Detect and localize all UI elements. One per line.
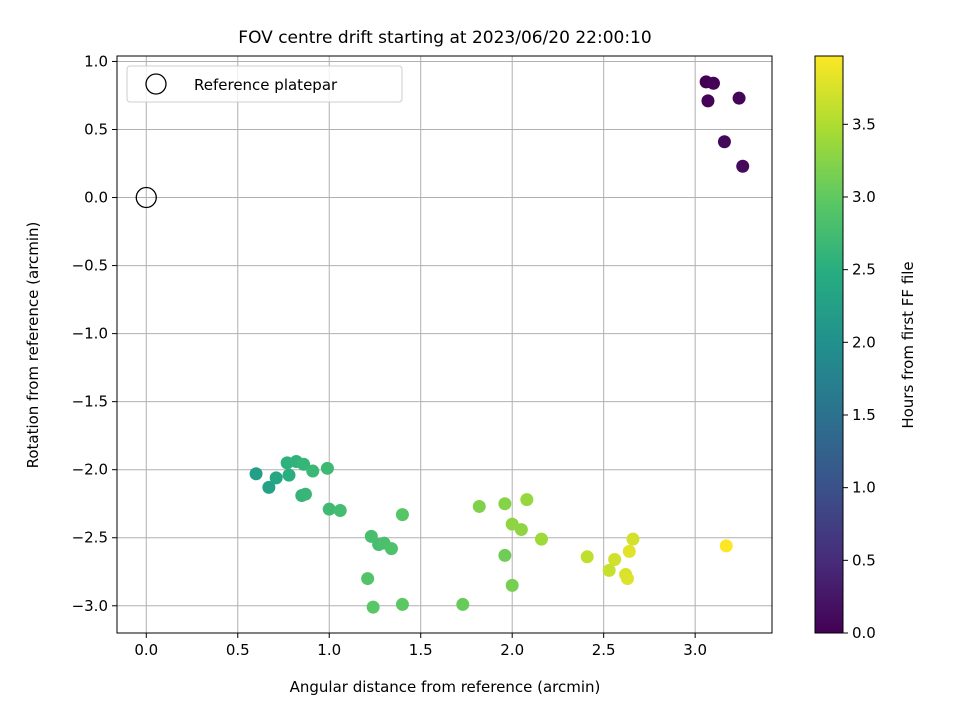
x-axis-label: Angular distance from reference (arcmin) xyxy=(290,678,601,696)
legend-reference-label: Reference platepar xyxy=(194,76,338,94)
data-point xyxy=(736,159,750,173)
chart-title: FOV centre drift starting at 2023/06/20 … xyxy=(238,28,651,48)
data-point xyxy=(395,597,409,611)
data-point xyxy=(706,76,720,90)
y-tick-label: 1.0 xyxy=(84,52,108,70)
data-point xyxy=(306,464,320,478)
colorbar-tick-label: 3.0 xyxy=(852,188,876,206)
data-point xyxy=(626,532,640,546)
data-point xyxy=(534,532,548,546)
colorbar-ticks: 0.0 0.5 1.0 1.5 2.0 2.5 3.0 3.5 xyxy=(843,115,876,642)
data-point xyxy=(622,544,636,558)
y-tick-label: −2.0 xyxy=(72,461,108,479)
colorbar-tick-label: 2.5 xyxy=(852,261,876,279)
data-point xyxy=(249,467,263,481)
data-point xyxy=(366,600,380,614)
data-point xyxy=(514,523,528,537)
x-tick-label: 2.0 xyxy=(500,641,524,659)
data-point xyxy=(472,499,486,513)
y-tick-label: −1.0 xyxy=(72,325,108,343)
data-point xyxy=(282,468,296,482)
data-point xyxy=(262,480,276,494)
data-point xyxy=(602,563,616,577)
y-tick-label: −3.0 xyxy=(72,597,108,615)
grid-lines xyxy=(117,56,772,633)
x-axis-ticks: 0.0 0.5 1.0 1.5 2.0 2.5 3.0 xyxy=(134,633,707,659)
data-point xyxy=(701,94,715,108)
x-tick-label: 1.5 xyxy=(409,641,433,659)
plot-frame xyxy=(116,55,773,634)
colorbar-tick-label: 0.0 xyxy=(852,624,876,642)
data-point xyxy=(297,457,311,471)
data-point xyxy=(719,539,733,553)
data-point xyxy=(456,597,470,611)
y-tick-label: 0.0 xyxy=(84,189,108,207)
data-point xyxy=(322,502,336,516)
y-tick-label: −0.5 xyxy=(72,257,108,275)
legend: Reference platepar xyxy=(126,65,403,103)
y-axis-label: Rotation from reference (arcmin) xyxy=(24,222,42,469)
data-point xyxy=(384,542,398,556)
y-tick-label: −2.5 xyxy=(72,529,108,547)
data-point xyxy=(732,91,746,105)
colorbar-label: Hours from first FF file xyxy=(899,261,917,428)
data-point xyxy=(520,493,534,507)
x-tick-label: 3.0 xyxy=(683,641,707,659)
colorbar-tick-label: 1.0 xyxy=(852,479,876,497)
colorbar xyxy=(814,55,844,634)
data-point xyxy=(717,135,731,149)
x-tick-label: 2.5 xyxy=(592,641,616,659)
data-point xyxy=(498,548,512,562)
x-tick-label: 0.5 xyxy=(226,641,250,659)
data-point xyxy=(320,461,334,475)
data-point xyxy=(498,497,512,511)
reference-platepar-point xyxy=(135,186,157,209)
data-point xyxy=(505,578,519,592)
data-point xyxy=(361,572,375,586)
y-tick-label: 0.5 xyxy=(84,120,108,138)
colorbar-tick-label: 3.5 xyxy=(852,115,876,133)
colorbar-tick-label: 1.5 xyxy=(852,406,876,424)
data-point xyxy=(269,471,283,485)
data-point xyxy=(298,487,312,501)
y-tick-label: −1.5 xyxy=(72,393,108,411)
data-point xyxy=(620,572,634,586)
data-point xyxy=(580,550,594,564)
data-point xyxy=(333,504,347,518)
x-tick-label: 0.0 xyxy=(134,641,158,659)
legend-reference-marker xyxy=(145,73,167,95)
legend-box xyxy=(126,65,403,103)
y-axis-ticks: 1.0 0.5 0.0 −0.5 −1.0 −1.5 −2.0 −2.5 −3.0 xyxy=(72,52,117,615)
colorbar-tick-label: 2.0 xyxy=(852,333,876,351)
colorbar-tick-label: 0.5 xyxy=(852,551,876,569)
x-tick-label: 1.0 xyxy=(317,641,341,659)
data-points xyxy=(135,75,750,614)
data-point xyxy=(395,508,409,522)
data-point xyxy=(608,553,622,567)
